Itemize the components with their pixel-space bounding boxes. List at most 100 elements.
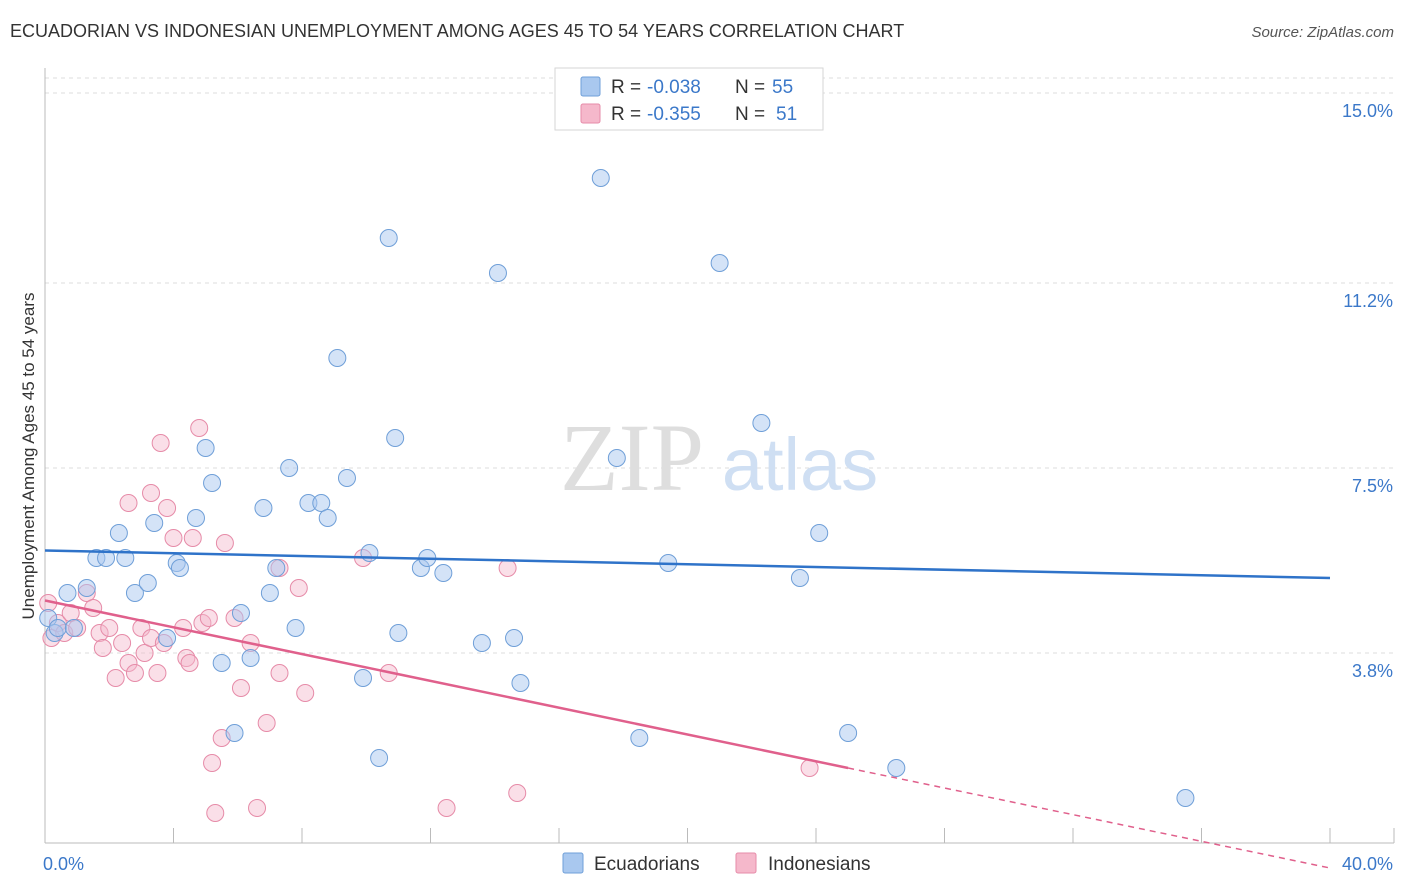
ecuadorians-point	[472, 634, 491, 652]
ecuadorians-point	[225, 724, 244, 742]
indonesians-point	[84, 599, 103, 617]
indonesians-point	[125, 664, 144, 682]
ecuadorians-point	[328, 349, 347, 367]
ecuadorians-point	[810, 524, 829, 542]
indonesians-point	[135, 644, 154, 662]
ecuadorians-point	[58, 584, 77, 602]
ecuadorians-point	[241, 649, 260, 667]
legend-ecuadorians-label: Ecuadorians	[594, 854, 700, 875]
ecuadorians-point	[254, 499, 273, 517]
ecuadorians-point	[630, 729, 649, 747]
ecuadorians-point	[607, 449, 626, 467]
axes	[44, 68, 1395, 844]
ecuadorians-point	[389, 624, 408, 642]
indonesians-point	[180, 654, 199, 672]
ecuadorians-point	[280, 459, 299, 477]
legend-r-label-1: R =	[611, 77, 641, 98]
ecuadorians-point	[434, 564, 453, 582]
watermark-zip: ZIP	[560, 404, 704, 511]
indonesians-point	[206, 804, 225, 822]
ecuadorians-points	[39, 169, 1195, 807]
ecuadorians-point	[170, 559, 189, 577]
ecuadorians-point	[97, 549, 116, 567]
ecuadorians-point	[109, 524, 128, 542]
watermark: ZIP atlas	[560, 404, 878, 511]
indonesians-point	[113, 634, 132, 652]
indonesians-point	[257, 714, 276, 732]
indonesians-point	[203, 754, 222, 772]
ecuadorians-point	[286, 619, 305, 637]
y-tick-label: 7.5%	[1352, 476, 1393, 496]
chart-title: ECUADORIAN VS INDONESIAN UNEMPLOYMENT AM…	[10, 21, 905, 41]
x-tick-label-max: 40.0%	[1342, 854, 1393, 874]
indonesians-point	[289, 579, 308, 597]
trend-lines	[44, 549, 1331, 869]
ecuadorians-point	[312, 494, 331, 512]
indonesians-trend-extension	[847, 767, 1331, 869]
indonesians-point	[183, 529, 202, 547]
indonesians-point	[164, 529, 183, 547]
legend-r-label-2: R =	[611, 104, 641, 125]
legend-n-label-2: N =	[735, 104, 765, 125]
indonesians-point	[100, 619, 119, 637]
indonesians-point	[270, 664, 289, 682]
indonesians-trend-line	[44, 599, 849, 770]
indonesians-point	[158, 499, 177, 517]
ecuadorians-point	[196, 439, 215, 457]
ecuadorians-point	[337, 469, 356, 487]
indonesians-point	[93, 639, 112, 657]
ecuadorians-point	[887, 759, 906, 777]
indonesians-point	[231, 679, 250, 697]
ecuadorians-point	[260, 584, 279, 602]
indonesians-point	[215, 534, 234, 552]
indonesians-point	[177, 649, 196, 667]
grid-lines	[45, 77, 1394, 654]
indonesians-point	[190, 419, 209, 437]
ecuadorians-point	[511, 674, 530, 692]
ecuadorians-point	[267, 559, 286, 577]
indonesians-point	[508, 784, 527, 802]
indonesians-point	[142, 484, 161, 502]
y-tick-label: 11.2%	[1343, 291, 1393, 311]
ecuadorians-point	[138, 574, 157, 592]
indonesians-point	[119, 494, 138, 512]
legend-swatch-pink	[580, 103, 601, 124]
indonesians-point	[437, 799, 456, 817]
legend-r-value-2: -0.355	[647, 104, 701, 125]
ecuadorians-point	[203, 474, 222, 492]
legend-n-value-1: 55	[772, 77, 793, 98]
ecuadorians-point	[77, 579, 96, 597]
ecuadorians-point	[839, 724, 858, 742]
ecuadorians-point	[354, 669, 373, 687]
ecuadorians-point	[505, 629, 524, 647]
legend-n-value-2: 51	[776, 104, 797, 125]
indonesians-point	[119, 654, 138, 672]
ecuadorians-point	[1176, 789, 1195, 807]
indonesians-point	[199, 609, 218, 627]
legend-swatch-blue	[580, 76, 601, 97]
ecuadorians-point	[318, 509, 337, 527]
legend-r-value-1: -0.038	[647, 77, 701, 98]
watermark-atlas: atlas	[722, 423, 878, 506]
ecuadorians-point	[710, 254, 729, 272]
ecuadorians-point	[591, 169, 610, 187]
legend-indonesians-swatch	[735, 852, 757, 874]
indonesians-point	[148, 664, 167, 682]
legend-indonesians-label: Indonesians	[768, 854, 870, 875]
ecuadorians-point	[386, 429, 405, 447]
y-tick-label: 3.8%	[1352, 661, 1393, 681]
y-tick-label: 15.0%	[1342, 101, 1393, 121]
x-tick-label-min: 0.0%	[43, 854, 84, 874]
y-axis-title: Unemployment Among Ages 45 to 54 years	[19, 293, 38, 620]
series-legend: Ecuadorians Indonesians	[562, 852, 870, 875]
ecuadorians-trend-line	[44, 549, 1331, 580]
ecuadorians-point	[752, 414, 771, 432]
ecuadorians-point	[360, 544, 379, 562]
indonesians-point	[151, 434, 170, 452]
ecuadorians-point	[212, 654, 231, 672]
indonesians-point	[498, 559, 517, 577]
ecuadorians-point	[116, 549, 135, 567]
ecuadorians-point	[790, 569, 809, 587]
ecuadorians-point	[145, 514, 164, 532]
